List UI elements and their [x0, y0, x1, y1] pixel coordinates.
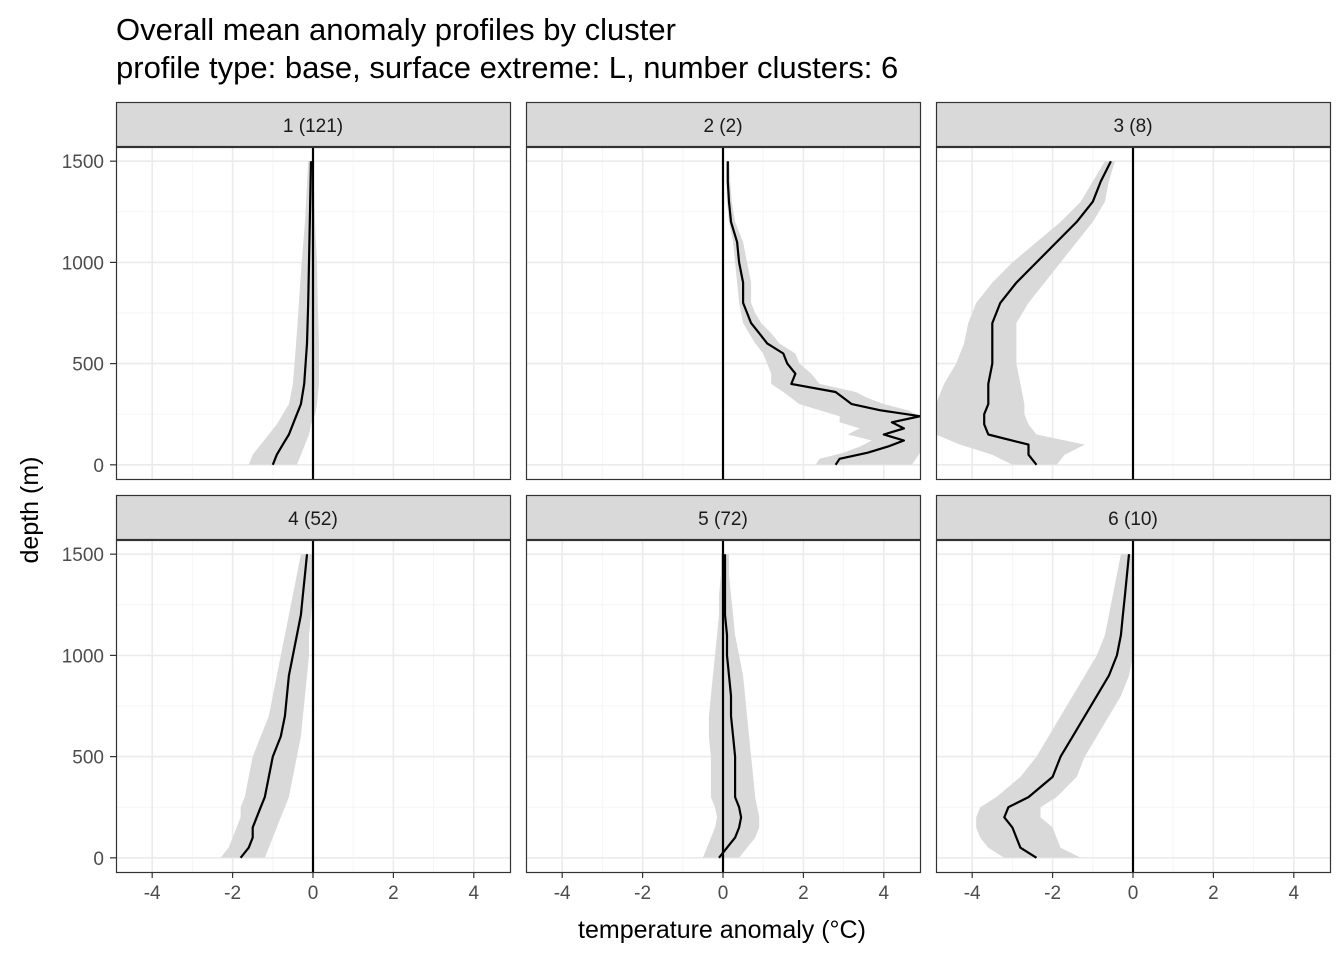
y-tick-label: 0 — [93, 456, 104, 477]
y-tick-label: 1000 — [62, 253, 104, 274]
y-tick-label: 500 — [72, 748, 104, 769]
mean-profile-line — [726, 161, 920, 466]
panel-border — [115, 146, 512, 481]
x-tick-label: -2 — [634, 883, 651, 904]
facet-strip-label: 6 (10) — [1108, 509, 1158, 530]
chart-subtitle: profile type: base, surface extreme: L, … — [116, 50, 898, 85]
confidence-ribbon — [976, 554, 1133, 858]
panel-plot-area — [526, 147, 920, 479]
panel-5: 5 (72) -4 -2 0 2 4 — [525, 494, 922, 904]
x-tick-label: 2 — [388, 883, 399, 904]
facet-strip — [935, 101, 1332, 148]
confidence-ribbon — [936, 161, 1115, 465]
facet-strip-label: 3 (8) — [1113, 116, 1152, 137]
x-tick-label: 2 — [1208, 883, 1219, 904]
facet-strip — [935, 494, 1332, 541]
x-tick-label: -4 — [144, 883, 161, 904]
facet-strip-label: 4 (52) — [288, 509, 338, 530]
confidence-ribbon — [248, 161, 319, 465]
panel-plot-area — [936, 540, 1330, 872]
confidence-ribbon — [220, 554, 313, 858]
x-tick-label: -4 — [554, 883, 571, 904]
panel-border — [525, 146, 922, 481]
facet-strip-label: 1 (121) — [283, 116, 343, 137]
x-tick-label: 0 — [718, 883, 729, 904]
mean-profile-line — [239, 554, 309, 859]
x-tick-label: 2 — [798, 883, 809, 904]
y-tick-label: 1500 — [62, 152, 104, 173]
facet-strip-label: 2 (2) — [703, 116, 742, 137]
panel-3: 3 (8) — [935, 101, 1332, 481]
x-tick-label: 4 — [469, 883, 480, 904]
y-tick-label: 1000 — [62, 646, 104, 667]
x-tick-label: 0 — [308, 883, 319, 904]
x-tick-label: -2 — [224, 883, 241, 904]
panel-plot-area — [116, 147, 510, 479]
panel-border — [935, 146, 1332, 481]
panel-plot-area — [116, 540, 510, 872]
y-tick-label: 0 — [93, 849, 104, 870]
facet-strip — [115, 101, 512, 148]
panel-plot-area — [936, 147, 1330, 479]
y-tick-label: 500 — [72, 355, 104, 376]
facet-strip-label: 5 (72) — [698, 509, 748, 530]
chart-title: Overall mean anomaly profiles by cluster — [116, 12, 676, 47]
x-tick-label: 4 — [879, 883, 890, 904]
facet-strip — [115, 494, 512, 541]
y-tick-label: 1500 — [62, 545, 104, 566]
panel-2: 2 (2) — [525, 101, 922, 481]
confidence-ribbon — [726, 161, 920, 465]
x-tick-label: 4 — [1289, 883, 1300, 904]
mean-profile-line — [1003, 554, 1131, 859]
x-tick-label: -4 — [964, 883, 981, 904]
mean-profile-line — [983, 160, 1112, 466]
x-tick-label: -2 — [1044, 883, 1061, 904]
panel-1: 1 (121) 0 500 1000 1500 — [62, 101, 512, 481]
mean-profile-line — [718, 554, 743, 859]
facet-strip — [525, 494, 922, 541]
x-axis-title: temperature anomaly (°C) — [578, 916, 866, 944]
panel-6: 6 (10) -4 -2 0 2 4 — [935, 494, 1332, 904]
mean-profile-line — [271, 161, 313, 466]
y-axis-title: depth (m) — [16, 457, 44, 564]
x-tick-label: 0 — [1128, 883, 1139, 904]
panel-plot-area — [526, 540, 920, 872]
panel-4: 4 (52) 0 500 1000 1500 -4 -2 0 2 4 — [62, 494, 512, 904]
facet-strip — [525, 101, 922, 148]
